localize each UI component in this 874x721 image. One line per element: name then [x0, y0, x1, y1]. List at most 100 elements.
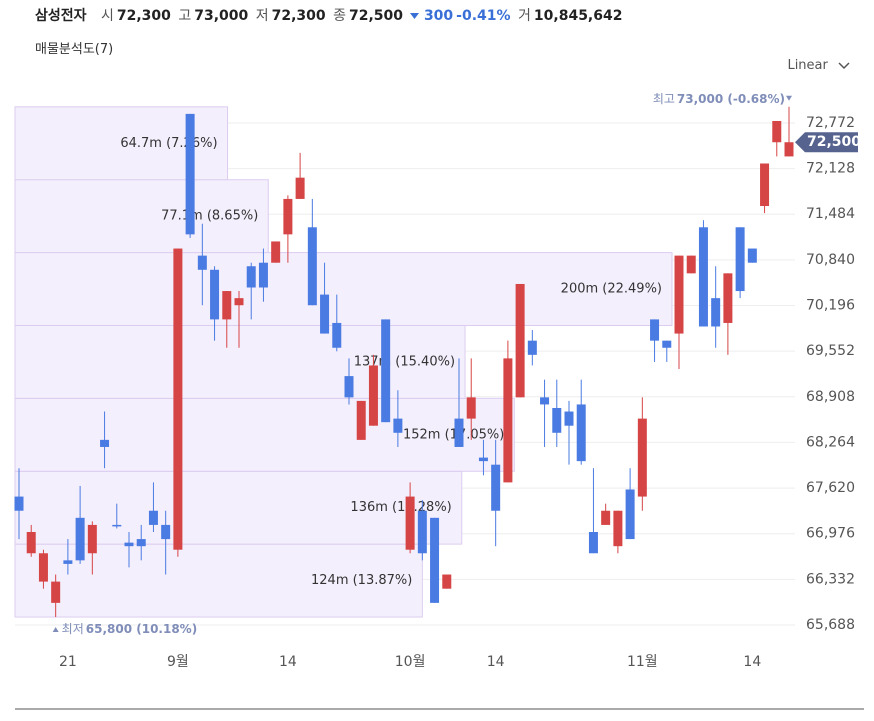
- candle-body: [478, 457, 488, 462]
- change-value: 300: [423, 8, 454, 24]
- volume-profile-bar: [14, 252, 673, 326]
- y-tick-label: 67,620: [806, 480, 855, 496]
- candle-body: [491, 464, 501, 511]
- candle-body: [442, 574, 452, 589]
- candle-body: [772, 120, 782, 143]
- candle-body: [454, 418, 464, 447]
- candle-body: [100, 439, 110, 447]
- max-note-arrow: [786, 95, 792, 101]
- x-tick-label: 21: [59, 654, 77, 670]
- candle-body: [564, 411, 574, 426]
- y-tick-label: 68,264: [806, 434, 855, 450]
- candle-body: [662, 340, 672, 348]
- candle-body: [307, 227, 317, 306]
- candle-body: [613, 510, 623, 547]
- candle-body: [246, 266, 256, 288]
- x-tick-label: 10월: [395, 654, 426, 670]
- x-tick-label: 14: [743, 654, 761, 670]
- x-tick-label: 14: [487, 654, 505, 670]
- candle-body: [75, 517, 85, 561]
- candle-body: [234, 298, 244, 306]
- y-tick-label: 65,688: [806, 617, 855, 633]
- scale-selector[interactable]: Linear: [787, 58, 850, 73]
- min-note: 최저 65,800 (10.18%): [62, 622, 198, 636]
- candle-body: [161, 524, 171, 540]
- candle-body: [686, 255, 696, 274]
- min-note-prefix: 최저: [62, 622, 84, 636]
- volume-profile-label: 136m (15.28%): [350, 500, 451, 515]
- candle-body: [197, 255, 207, 270]
- volume-profile-label: 200m (22.49%): [561, 282, 662, 297]
- down-arrow: [410, 13, 420, 19]
- candle-body: [576, 404, 586, 462]
- volume-profile-label: 77.1m (8.65%): [161, 209, 258, 224]
- candle-body: [283, 198, 293, 235]
- candle-body: [63, 560, 73, 564]
- candle-body: [356, 400, 366, 440]
- low-label: 저: [255, 8, 269, 24]
- volume-profile-label: 64.7m (7.26%): [120, 136, 217, 151]
- candle-body: [674, 255, 684, 334]
- candle-body: [760, 163, 770, 207]
- y-tick-label: 66,976: [806, 526, 855, 542]
- candle-body: [466, 397, 476, 419]
- candle-body: [625, 489, 635, 540]
- candle-body: [650, 319, 660, 341]
- chevron[interactable]: [838, 61, 850, 70]
- x-tick-label: 14: [279, 654, 297, 670]
- candle-body: [711, 298, 721, 327]
- min-note-arrow: [52, 627, 59, 633]
- candle-body: [405, 496, 415, 550]
- candle-body: [136, 539, 146, 547]
- candle-body: [173, 248, 183, 550]
- candle-body: [87, 524, 97, 554]
- volume-profile-label: 137m (15.40%): [354, 354, 455, 369]
- candle-body: [430, 517, 440, 603]
- close-value: 72,500: [349, 8, 404, 24]
- y-tick-label: 70,196: [806, 298, 855, 314]
- y-tick-label: 69,552: [806, 343, 855, 359]
- candle-body: [540, 397, 550, 405]
- indicator-label[interactable]: 매물분석도(7): [35, 42, 114, 57]
- candle-body: [148, 510, 158, 525]
- candle-body: [735, 227, 745, 292]
- volume-value: 10,845,642: [533, 8, 623, 24]
- open-value: 72,300: [116, 8, 171, 24]
- candle-body: [552, 407, 562, 433]
- volume-profile-bar: [14, 179, 269, 254]
- candle-body: [14, 496, 24, 511]
- candle-body: [698, 227, 708, 327]
- close-label: 종: [333, 8, 346, 24]
- candle-body: [747, 248, 757, 263]
- candle-body: [344, 376, 354, 398]
- y-tick-label: 68,908: [806, 389, 855, 405]
- max-note: 최고 73,000 (-0.68%): [653, 91, 785, 105]
- candle-body: [210, 269, 220, 320]
- candle-body: [38, 553, 48, 582]
- stock-name: 삼성전자: [35, 8, 87, 24]
- max-note-text: 73,000 (-0.68%): [677, 91, 785, 105]
- candle-body: [26, 532, 36, 554]
- candle-body: [271, 241, 281, 263]
- last-price-tag: [795, 132, 858, 153]
- y-tick-label: 66,332: [806, 571, 855, 587]
- scale-text[interactable]: Linear: [787, 58, 828, 73]
- y-tick-label: 72,128: [806, 161, 855, 177]
- y-tick-label: 70,840: [806, 252, 855, 268]
- candle-body: [332, 322, 342, 348]
- candle-body: [503, 358, 513, 483]
- y-tick-label: 71,484: [806, 206, 855, 222]
- candle-body: [124, 542, 134, 547]
- low-value: 72,300: [271, 8, 326, 24]
- high-value: 73,000: [194, 8, 249, 24]
- high-label: 고: [178, 8, 192, 24]
- candle-body: [51, 581, 61, 603]
- candle-body: [368, 365, 378, 426]
- candle-body: [417, 510, 427, 554]
- candle-body: [295, 177, 305, 199]
- candle-body: [784, 142, 794, 157]
- volume-profile-label: 152m (17.05%): [403, 427, 504, 442]
- x-tick-label: 9월: [167, 654, 189, 670]
